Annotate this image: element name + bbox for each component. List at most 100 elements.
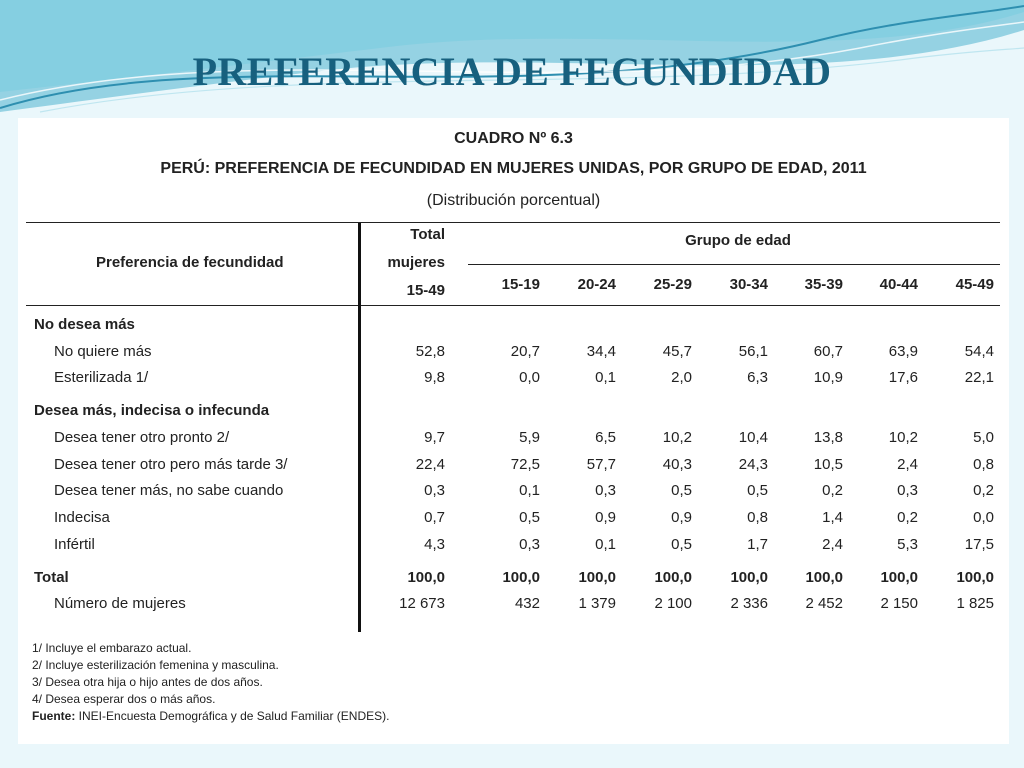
table-row-label: No quiere más (54, 343, 152, 360)
table-cell: 0,0 (973, 509, 994, 526)
table-cell: 0,3 (897, 482, 918, 499)
table-cell: 1 825 (956, 595, 994, 612)
wave-line (0, 5, 1024, 109)
table-cell: 0,8 (973, 456, 994, 473)
table-cell: 2,0 (671, 369, 692, 386)
header-total-line2: mujeres (387, 254, 445, 271)
table-cell: 10,2 (662, 429, 692, 446)
table-cell: 4,3 (424, 536, 445, 553)
table-cell: 0,8 (747, 509, 768, 526)
table-cell: 1,4 (822, 509, 843, 526)
table-cell: 0,1 (595, 369, 616, 386)
table-cell: 2,4 (822, 536, 843, 553)
note: 4/ Desea esperar dos o más años. (32, 692, 216, 706)
table-cell: 0,2 (973, 482, 994, 499)
table-cell: 0,5 (671, 482, 692, 499)
table-cell: 0,9 (595, 509, 616, 526)
header-age-40-44: 40-44 (879, 276, 918, 293)
table-cell: 63,9 (888, 343, 918, 360)
header-row-label: Preferencia de fecundidad (96, 254, 284, 271)
header-age-35-39: 35-39 (804, 276, 843, 293)
table-cell: 60,7 (813, 343, 843, 360)
slide-title: PREFERENCIA DE FECUNDIDAD (192, 49, 832, 94)
rule-group (468, 264, 1000, 265)
source-label: Fuente: (32, 709, 76, 723)
table-row-label: Indecisa (54, 509, 110, 526)
table-cell: 100,0 (578, 569, 616, 586)
wave-line (39, 47, 1024, 113)
table-cell: 72,5 (510, 456, 540, 473)
note: 1/ Incluye el embarazo actual. (32, 641, 192, 655)
table-cell: 100,0 (730, 569, 768, 586)
table-notes: 1/ Incluye el embarazo actual. 2/ Incluy… (32, 640, 389, 725)
table-caption-subtitle: (Distribución porcentual) (426, 192, 601, 209)
table-cell: 0,7 (424, 509, 445, 526)
table-cell: 0,9 (671, 509, 692, 526)
table-cell: 52,8 (415, 343, 445, 360)
table-cell: 0,3 (519, 536, 540, 553)
table-caption-number: CUADRO Nº 6.3 (454, 130, 573, 147)
table-cell: 0,5 (747, 482, 768, 499)
table-cell: 17,6 (888, 369, 918, 386)
table-cell: 0,2 (822, 482, 843, 499)
table-cell: 34,4 (586, 343, 616, 360)
table-section-label: Total (34, 569, 69, 586)
table-section-label: Desea más, indecisa o infecunda (34, 402, 270, 419)
table-section-label: No desea más (34, 316, 135, 333)
source-text: INEI-Encuesta Demográfica y de Salud Fam… (75, 709, 390, 723)
table-cell: 1,7 (747, 536, 768, 553)
rule-top (26, 222, 1000, 223)
table-cell: 9,7 (424, 429, 445, 446)
table-cell: 22,1 (964, 369, 994, 386)
header-age-20-24: 20-24 (577, 276, 616, 293)
table-cell: 20,7 (510, 343, 540, 360)
table-cell: 2,4 (897, 456, 918, 473)
table-cell: 56,1 (738, 343, 768, 360)
table-row-label: Desea tener otro pronto 2/ (54, 429, 230, 446)
table-cell: 1 379 (578, 595, 616, 612)
wave-line (0, 21, 1024, 101)
table-cell: 0,2 (897, 509, 918, 526)
table-cell: 0,5 (519, 509, 540, 526)
table-cell: 57,7 (586, 456, 616, 473)
table-cell: 22,4 (415, 456, 445, 473)
rule-header (26, 305, 1000, 306)
table-cell: 100,0 (654, 569, 692, 586)
header-age-30-34: 30-34 (729, 276, 768, 293)
table-cell: 17,5 (964, 536, 994, 553)
note: 3/ Desea otra hija o hijo antes de dos a… (32, 675, 263, 689)
header-age-25-29: 25-29 (653, 276, 692, 293)
source-note: Fuente: INEI-Encuesta Demográfica y de S… (32, 708, 389, 725)
table-cell: 432 (514, 595, 540, 612)
table-row-label: Infértil (54, 536, 95, 553)
header-total-line3: 15-49 (406, 282, 445, 299)
table-cell: 6,5 (595, 429, 616, 446)
table-cell: 0,3 (595, 482, 616, 499)
table-cell: 2 336 (730, 595, 768, 612)
table-cell: 100,0 (407, 569, 445, 586)
table-cell: 2 150 (880, 595, 918, 612)
table-cell: 100,0 (956, 569, 994, 586)
table-row-label: Esterilizada 1/ (54, 369, 149, 386)
header-age-group: Grupo de edad (685, 232, 791, 249)
rule-vertical (358, 223, 361, 632)
table-cell: 45,7 (662, 343, 692, 360)
table-cell: 100,0 (502, 569, 540, 586)
table-cell: 24,3 (738, 456, 768, 473)
table-cell: 9,8 (424, 369, 445, 386)
table-row-label: Desea tener otro pero más tarde 3/ (54, 456, 288, 473)
table-row-label: Número de mujeres (54, 595, 186, 612)
table-cell: 100,0 (805, 569, 843, 586)
table-cell: 40,3 (662, 456, 692, 473)
table-cell: 10,5 (813, 456, 843, 473)
table-cell: 0,1 (519, 482, 540, 499)
table-cell: 5,3 (897, 536, 918, 553)
table-cell: 5,9 (519, 429, 540, 446)
note: 2/ Incluye esterilización femenina y mas… (32, 658, 279, 672)
table-cell: 13,8 (813, 429, 843, 446)
wave-shape (0, 0, 1024, 92)
table-cell: 10,2 (888, 429, 918, 446)
table-cell: 0,5 (671, 536, 692, 553)
table-cell: 5,0 (973, 429, 994, 446)
